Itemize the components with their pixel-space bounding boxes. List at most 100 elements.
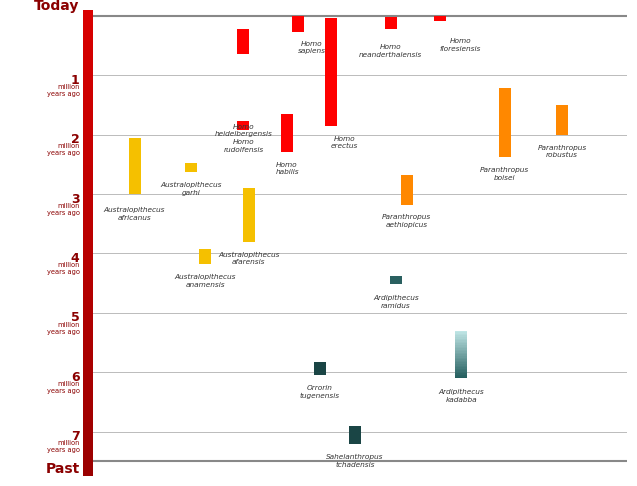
Bar [83, 126, 92, 134]
Bar [83, 150, 92, 157]
Bar [83, 251, 92, 259]
Bar [83, 212, 92, 220]
Text: Homo
floresiensis: Homo floresiensis [440, 38, 481, 52]
Bar [455, 339, 468, 340]
Bar [455, 348, 468, 350]
Text: million
years ago: million years ago [47, 143, 80, 156]
Bar [401, 175, 413, 205]
Bar [455, 367, 468, 369]
Bar [83, 220, 92, 227]
Text: Sahelanthropus
tchadensis: Sahelanthropus tchadensis [326, 454, 384, 468]
Bar [455, 361, 468, 363]
Bar [83, 204, 92, 212]
Bar [455, 335, 468, 337]
Bar [83, 235, 92, 243]
Text: 5: 5 [71, 312, 80, 324]
Text: Australopithecus
anamensis: Australopithecus anamensis [175, 274, 236, 288]
Bar [83, 453, 92, 461]
Bar [390, 276, 402, 284]
Bar [455, 350, 468, 351]
Text: Australopithecus
africanus: Australopithecus africanus [104, 207, 165, 221]
Bar [455, 342, 468, 343]
Text: Today: Today [34, 0, 80, 13]
Bar [83, 437, 92, 445]
Bar [455, 332, 468, 334]
Text: 2: 2 [71, 133, 80, 146]
Bar [455, 373, 468, 375]
Bar [83, 266, 92, 274]
Text: Australopithecus
afarensis: Australopithecus afarensis [218, 252, 280, 265]
Bar [83, 173, 92, 181]
Text: Paranthropus
aethiopicus: Paranthropus aethiopicus [382, 214, 431, 228]
Bar [455, 358, 468, 359]
Bar [455, 365, 468, 367]
Text: Homo
sapiens: Homo sapiens [298, 41, 326, 54]
Bar [83, 383, 92, 391]
Bar [325, 18, 336, 125]
Bar [83, 10, 92, 17]
Bar [83, 305, 92, 313]
Bar [83, 297, 92, 305]
Bar [83, 181, 92, 189]
Bar [199, 249, 211, 264]
Text: Paranthropus
robustus: Paranthropus robustus [538, 145, 587, 158]
Bar [455, 359, 468, 361]
Bar [83, 134, 92, 142]
Bar [83, 95, 92, 103]
Text: million
years ago: million years ago [47, 322, 80, 334]
Text: 7: 7 [71, 430, 80, 443]
Bar [455, 370, 468, 372]
Bar [83, 196, 92, 204]
Bar [455, 345, 468, 347]
Bar [455, 372, 468, 373]
Bar [292, 16, 304, 32]
Bar [455, 363, 468, 364]
Bar [83, 49, 92, 56]
Bar [434, 16, 445, 21]
Bar [83, 64, 92, 72]
Bar [238, 29, 250, 54]
Bar [83, 274, 92, 282]
Bar [83, 111, 92, 119]
Bar [349, 426, 361, 444]
Text: 6: 6 [71, 371, 80, 384]
Bar [83, 243, 92, 251]
Bar [455, 337, 468, 339]
Bar [83, 329, 92, 336]
Bar [83, 290, 92, 297]
Bar [83, 25, 92, 33]
Bar [455, 340, 468, 342]
Bar [238, 122, 250, 130]
Text: million
years ago: million years ago [47, 381, 80, 394]
Text: million
years ago: million years ago [47, 203, 80, 216]
Bar [83, 56, 92, 64]
Bar [314, 362, 326, 375]
Text: Homo
heidelbergensis: Homo heidelbergensis [215, 124, 273, 138]
Bar [83, 406, 92, 414]
Bar [83, 227, 92, 235]
Bar [455, 364, 468, 365]
Text: Ardipithecus
kadabba: Ardipithecus kadabba [438, 389, 484, 402]
Text: Paranthropus
boisei: Paranthropus boisei [480, 167, 529, 181]
Bar [83, 80, 92, 87]
Bar [455, 343, 468, 345]
Bar [385, 17, 396, 29]
Text: million
years ago: million years ago [47, 440, 80, 453]
Bar [455, 354, 468, 356]
Bar [83, 422, 92, 430]
Bar [83, 391, 92, 399]
Text: Orrorin
tugenensis: Orrorin tugenensis [299, 385, 340, 399]
Bar [455, 351, 468, 353]
Text: 3: 3 [71, 192, 80, 206]
Bar [83, 430, 92, 437]
Bar [455, 369, 468, 370]
Bar [455, 353, 468, 354]
Bar [83, 461, 92, 469]
Bar [455, 334, 468, 335]
Bar [83, 336, 92, 344]
Bar [455, 377, 468, 378]
Bar [455, 347, 468, 348]
Bar [455, 375, 468, 377]
Bar [83, 360, 92, 367]
Text: 4: 4 [71, 252, 80, 265]
